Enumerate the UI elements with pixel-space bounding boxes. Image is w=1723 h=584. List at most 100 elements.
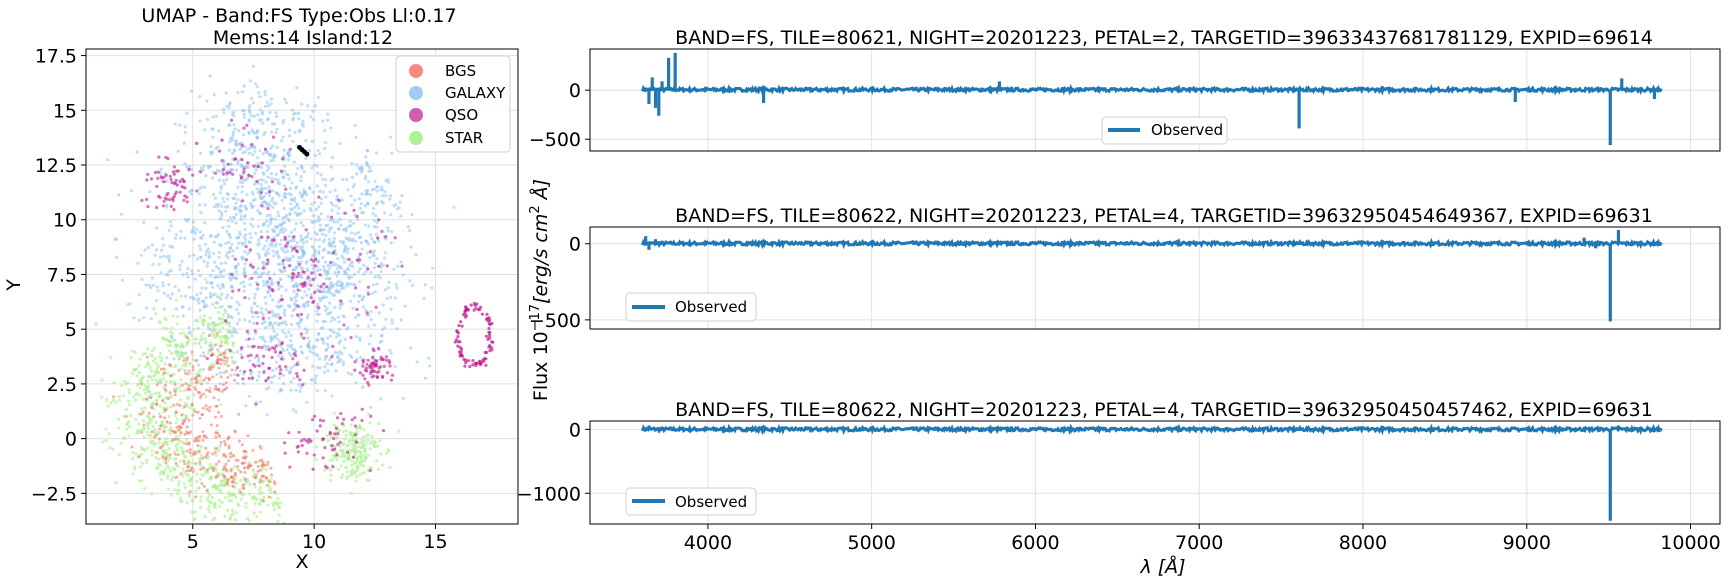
scatter-point-galaxy [272,158,276,162]
scatter-point-star [188,461,192,465]
scatter-point-bgs [176,437,180,441]
scatter-point-galaxy [386,229,390,233]
scatter-point-galaxy [243,262,247,266]
scatter-point-qso [259,191,263,195]
scatter-point-qso [251,265,255,269]
scatter-point-galaxy [315,184,319,188]
scatter-point-galaxy [365,163,370,168]
scatter-point-galaxy [427,356,431,360]
scatter-point-galaxy [336,211,340,215]
scatter-point-galaxy [327,345,331,349]
scatter-point-bgs [211,375,215,379]
scatter-point-galaxy [181,305,185,309]
scatter-point-galaxy [305,240,309,244]
scatter-point-qso [322,282,326,286]
scatter-point-bgs [172,403,176,407]
scatter-point-qso [270,287,274,292]
scatter-point-galaxy [213,275,217,280]
scatter-point-star [227,336,231,340]
scatter-point-qso [252,164,256,168]
scatter-point-galaxy [291,308,295,313]
scatter-point-star [157,431,161,436]
scatter-point-galaxy [248,232,252,236]
scatter-point-galaxy [239,214,243,218]
scatter-point-galaxy [343,244,347,248]
scatter-point-galaxy [287,134,292,138]
scatter-point-galaxy [265,168,269,172]
scatter-point-star [165,451,169,455]
scatter-point-star [342,441,346,445]
scatter-point-galaxy [332,220,336,224]
scatter-point-qso [468,365,472,369]
scatter-point-star [231,493,235,497]
scatter-point-qso [164,173,168,177]
scatter-point-galaxy [334,263,338,267]
umap-x-axis-label: X [295,551,308,573]
scatter-point-qso [180,177,185,181]
scatter-point-galaxy [200,236,204,240]
scatter-point-galaxy [326,369,330,373]
scatter-point-galaxy [343,227,347,231]
scatter-point-galaxy [293,228,297,232]
scatter-point-galaxy [338,217,342,221]
scatter-point-star [257,488,261,492]
scatter-point-qso [261,362,265,366]
scatter-point-galaxy [263,320,267,324]
scatter-point-star [146,414,150,418]
scatter-point-galaxy [310,140,314,144]
scatter-point-qso [366,380,370,385]
scatter-point-galaxy [374,214,378,218]
scatter-point-star [188,362,192,366]
scatter-point-galaxy [387,280,391,284]
scatter-point-qso [162,180,166,184]
scatter-point-galaxy [264,387,269,391]
scatter-point-galaxy [347,236,352,240]
scatter-point-star [131,456,135,461]
scatter-point-bgs [174,476,178,479]
scatter-point-star [143,448,147,452]
scatter-point-galaxy [282,148,286,152]
scatter-point-galaxy [228,246,232,250]
scatter-point-galaxy [320,290,324,294]
scatter-point-galaxy [278,242,282,246]
scatter-point-galaxy [236,262,240,266]
scatter-point-bgs [201,466,205,470]
scatter-point-star [175,349,179,353]
scatter-point-galaxy [352,221,356,225]
scatter-point-galaxy [336,315,340,319]
scatter-point-galaxy [193,231,198,235]
scatter-point-galaxy [295,213,299,217]
scatter-point-galaxy [281,154,285,158]
scatter-point-bgs [163,408,167,412]
scatter-point-star [181,331,186,335]
scatter-point-qso [372,369,376,373]
scatter-point-star [229,330,233,334]
scatter-point-star [277,513,281,517]
scatter-point-star [163,362,167,366]
scatter-point-galaxy [198,274,202,278]
scatter-point-galaxy [256,224,261,228]
scatter-point-galaxy [332,293,336,297]
scatter-point-star [218,498,222,502]
scatter-point-bgs [175,425,179,429]
scatter-point-galaxy [227,272,231,276]
scatter-point-galaxy [366,290,370,294]
scatter-point-galaxy [200,286,204,290]
scatter-point-galaxy [395,327,399,331]
scatter-point-galaxy [329,244,333,248]
scatter-point-bgs [145,397,149,401]
scatter-point-star [127,425,132,429]
scatter-point-galaxy [367,324,371,328]
scatter-point-bgs [230,368,234,372]
scatter-point-galaxy [233,192,238,196]
scatter-point-qso [244,258,249,262]
scatter-point-galaxy [370,188,374,192]
scatter-point-bgs [173,382,177,386]
scatter-point-qso [484,317,488,321]
scatter-point-qso [475,302,479,306]
scatter-point-star [104,439,108,443]
scatter-point-galaxy [215,372,219,376]
scatter-point-galaxy [261,279,265,284]
scatter-point-bgs [187,418,191,422]
scatter-point-bgs [247,464,251,468]
